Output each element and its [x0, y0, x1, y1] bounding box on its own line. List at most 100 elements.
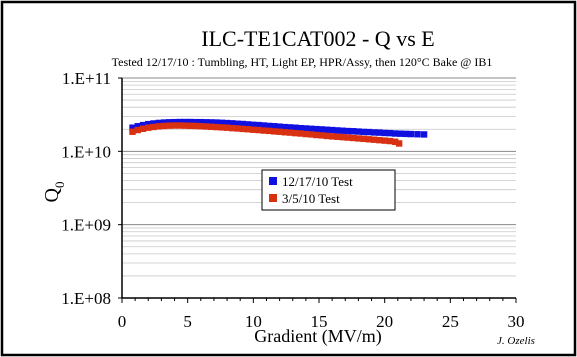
data-point [187, 118, 194, 126]
data-point [281, 129, 289, 136]
data-point [234, 120, 241, 127]
data-point [276, 128, 283, 135]
data-point [166, 122, 173, 129]
data-point [239, 120, 247, 128]
data-point [318, 126, 325, 133]
series-2 [129, 122, 403, 147]
data-point [286, 129, 294, 136]
data-point [223, 119, 231, 127]
data-point [192, 118, 199, 126]
data-point [420, 131, 428, 138]
data-point [234, 125, 241, 132]
data-point [323, 132, 331, 140]
data-point [407, 130, 415, 138]
data-point [187, 122, 194, 129]
data-point [129, 124, 136, 131]
data-point [414, 131, 421, 138]
data-point [208, 123, 215, 131]
data-point [202, 123, 210, 130]
data-point [150, 123, 157, 131]
y-tick-label: 1.E+09 [61, 216, 111, 235]
data-point [355, 135, 362, 142]
data-point [255, 121, 262, 129]
x-tick-label: 5 [183, 312, 192, 331]
axes [118, 77, 517, 303]
data-point [229, 124, 236, 132]
data-point [255, 126, 262, 134]
data-point [365, 128, 373, 136]
data-point [281, 123, 289, 131]
data-point [181, 118, 189, 126]
chart-title: ILC-TE1CAT002 - Q vs E [201, 26, 434, 51]
data-point [223, 124, 231, 131]
data-point [155, 123, 162, 130]
data-point [276, 123, 283, 130]
data-point [360, 128, 367, 136]
data-point [176, 118, 183, 126]
data-point [370, 136, 378, 143]
data-point [365, 136, 373, 143]
data-point [376, 136, 383, 144]
data-point [386, 137, 394, 145]
legend-box [261, 169, 396, 211]
data-point [250, 126, 257, 133]
data-point [139, 121, 147, 129]
x-tick-label: 10 [245, 312, 262, 331]
data-point [213, 123, 220, 131]
y-tick-label: 1.E+08 [61, 289, 111, 308]
data-point [313, 131, 320, 139]
data-point [313, 125, 320, 133]
x-axis-label: Gradient (MV/m) [254, 326, 381, 347]
data-point [297, 130, 304, 137]
data-point [391, 138, 399, 145]
y-axis-label-main: Q [41, 187, 63, 202]
data-point [260, 127, 268, 134]
data-point [197, 118, 204, 126]
legend: 12/17/10 Test 3/5/10 Test [261, 169, 396, 211]
data-point [239, 125, 247, 133]
data-point [202, 119, 210, 126]
data-point [134, 126, 141, 134]
data-point [391, 130, 399, 137]
data-point [360, 135, 367, 143]
data-point [176, 122, 183, 129]
data-point [171, 118, 178, 126]
data-point [307, 131, 315, 138]
data-series [129, 118, 428, 147]
svg-text:Q0: Q0 [41, 182, 67, 203]
legend-label-2: 3/5/10 Test [282, 191, 340, 206]
legend-label-1: 12/17/10 Test [282, 174, 353, 189]
data-point [334, 133, 341, 140]
data-point [307, 125, 315, 132]
data-point [229, 120, 236, 127]
data-point [208, 119, 215, 126]
data-point [271, 123, 278, 130]
data-point [292, 129, 299, 137]
data-point [265, 127, 273, 135]
data-point [395, 140, 403, 147]
data-point [134, 123, 141, 130]
data-point [213, 119, 220, 126]
y-axis-label: Q0 [41, 182, 67, 203]
data-point [181, 122, 189, 129]
legend-marker-1 [269, 177, 277, 185]
data-point [150, 120, 157, 127]
data-point [192, 122, 199, 130]
data-point [334, 127, 341, 134]
data-point [344, 134, 352, 141]
data-point [160, 119, 168, 126]
data-point [171, 122, 178, 129]
data-point [265, 122, 273, 130]
data-point [339, 133, 346, 141]
data-point [339, 127, 346, 134]
data-point [323, 126, 331, 133]
x-tick-label: 20 [376, 312, 393, 331]
data-point [155, 119, 162, 127]
data-point [218, 124, 226, 131]
data-point [244, 121, 252, 128]
data-point [145, 120, 152, 128]
data-point [297, 124, 304, 132]
data-point [250, 121, 257, 129]
y-tick-label: 1.E+11 [62, 69, 111, 88]
